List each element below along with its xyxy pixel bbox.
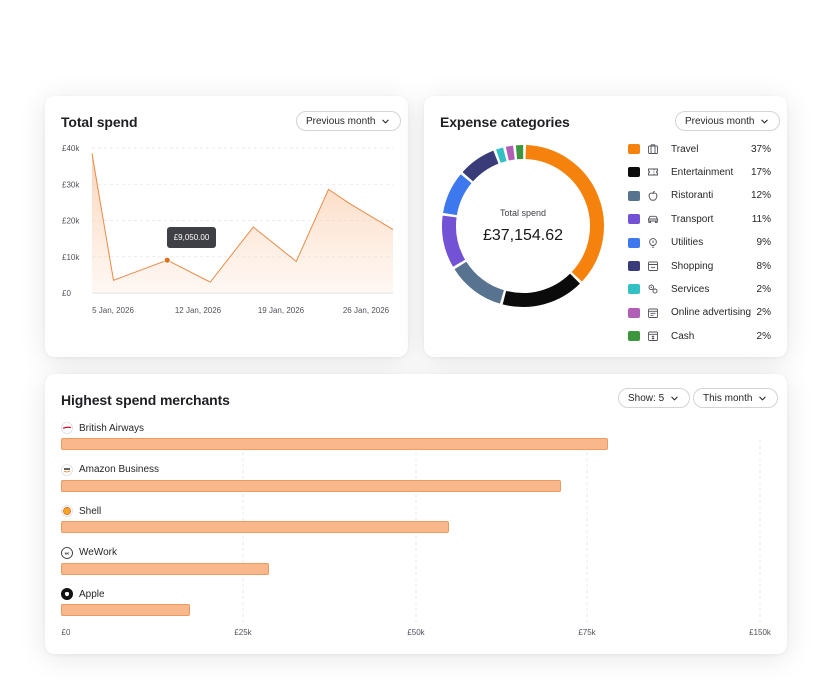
gears-icon: [647, 283, 665, 295]
legend-swatch: [628, 307, 640, 318]
merchant-label: Amazon Business: [61, 463, 159, 477]
total-spend-card: Total spend Previous month: [45, 96, 408, 357]
spend-tooltip-value: £9,050.00: [173, 233, 210, 242]
legend-item: Shopping 8%: [628, 259, 771, 273]
expense-categories-card: Expense categories Previous month: [424, 96, 787, 357]
legend-percent: 2%: [756, 307, 771, 319]
legend-label: Cash: [671, 330, 695, 342]
expense-categories-title: Expense categories: [440, 114, 570, 130]
legend-percent: 2%: [756, 330, 771, 342]
legend-item: Entertainment 17%: [628, 165, 771, 179]
suitcase-icon: [647, 143, 665, 155]
wework-logo: we: [61, 546, 73, 559]
legend-percent: 12%: [751, 190, 772, 202]
legend-percent: 11%: [751, 213, 771, 225]
chevron-down-icon: [759, 396, 767, 400]
expense-period-dropdown[interactable]: Previous month: [675, 111, 781, 131]
legend-label: Ristoranti: [671, 190, 714, 202]
merchant-name: British Airways: [79, 422, 145, 434]
legend-percent: 37%: [751, 143, 772, 155]
legend-swatch: [628, 237, 640, 248]
browser-icon: [647, 307, 665, 319]
spend-tooltip: £9,050.00: [167, 227, 216, 248]
legend-item: Services 2%: [628, 282, 771, 296]
legend-percent: 17%: [751, 166, 772, 178]
legend-swatch: [628, 167, 640, 178]
merchant-label: we WeWork: [61, 546, 117, 560]
merchant-name: Amazon Business: [79, 464, 160, 476]
period-dropdown-label: This month: [703, 392, 753, 404]
merchant-bar[interactable]: [61, 438, 609, 450]
legend-swatch: [628, 284, 640, 295]
show-count-dropdown[interactable]: Show: 5: [618, 388, 691, 408]
merchant-label: Apple: [61, 587, 105, 601]
legend-label: Travel: [671, 143, 699, 155]
merchants-title: Highest spend merchants: [61, 392, 230, 408]
legend-label: Services: [671, 283, 710, 295]
legend-label: Entertainment: [671, 166, 734, 178]
merchants-period-dropdown[interactable]: This month: [693, 388, 779, 408]
legend-item: Cash 2%: [628, 329, 771, 343]
legend-label: Transport: [671, 213, 714, 225]
merchant-bar[interactable]: [61, 521, 449, 534]
legend-label: Utilities: [671, 237, 704, 249]
british-airways-logo: [61, 422, 73, 434]
ticket-icon: [647, 166, 665, 178]
cash-icon: [647, 330, 665, 342]
lightbulb-icon: [647, 237, 665, 249]
merchant-name: WeWork: [79, 547, 117, 559]
shell-logo: [61, 505, 73, 517]
legend-item: Ristoranti 12%: [628, 189, 771, 203]
legend-label: Online advertising: [671, 307, 752, 319]
donut-center-label: Total spend: [499, 208, 547, 218]
chevron-down-icon: [671, 396, 678, 400]
legend-item: Travel 37%: [628, 142, 771, 156]
legend-item: Transport 11%: [628, 212, 771, 226]
shop-icon: [647, 260, 665, 272]
total-spend-period-dropdown[interactable]: Previous month: [296, 111, 402, 131]
total-spend-title: Total spend: [61, 114, 138, 130]
chevron-down-icon: [761, 119, 769, 123]
legend-swatch: [628, 144, 640, 154]
legend-swatch: [628, 331, 640, 342]
period-dropdown-label: Previous month: [685, 115, 755, 127]
chevron-down-icon: [382, 119, 390, 123]
merchant-label: Shell: [61, 504, 101, 518]
svg-text:we: we: [64, 551, 70, 555]
legend-item: Online advertising 2%: [628, 306, 771, 320]
legend-label: Shopping: [671, 260, 714, 272]
legend-percent: 9%: [756, 237, 771, 249]
merchant-bar[interactable]: [61, 479, 562, 492]
legend-item: Utilities 9%: [628, 236, 771, 250]
apple-icon: [647, 190, 665, 202]
donut-center-value: £37,154.62: [482, 227, 564, 244]
merchant-bar[interactable]: [61, 562, 269, 575]
period-dropdown-label: Previous month: [306, 115, 376, 127]
apple-logo: [61, 588, 73, 601]
show-count-label: Show: 5: [628, 392, 665, 404]
merchant-label: British Airways: [61, 421, 144, 435]
legend-swatch: [628, 190, 640, 201]
merchant-name: Apple: [79, 588, 105, 600]
merchant-bar[interactable]: [61, 604, 191, 617]
merchant-name: Shell: [79, 505, 102, 517]
legend-swatch: [628, 261, 640, 271]
legend-percent: 8%: [756, 260, 771, 272]
legend-percent: 2%: [756, 283, 771, 295]
amazon-logo: [61, 463, 73, 476]
legend-swatch: [628, 214, 640, 225]
car-icon: [647, 213, 665, 225]
